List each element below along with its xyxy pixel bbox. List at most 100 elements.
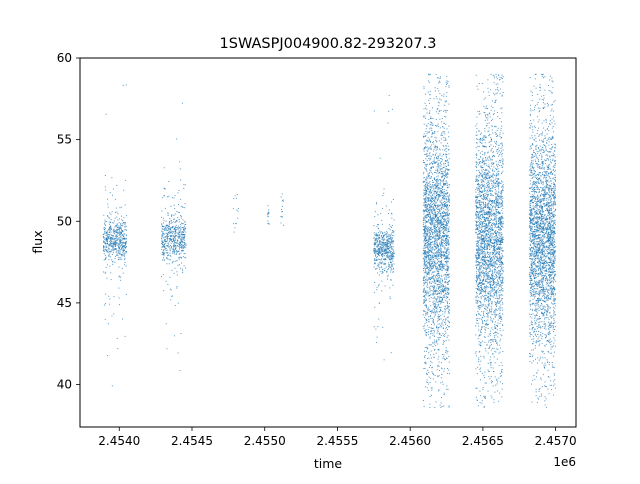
- data-point: [442, 189, 444, 190]
- data-point: [436, 198, 438, 200]
- data-point: [436, 147, 438, 149]
- data-point: [432, 246, 434, 248]
- data-point: [431, 273, 433, 275]
- data-point: [171, 227, 173, 229]
- data-point: [435, 265, 437, 267]
- data-point: [502, 187, 504, 189]
- data-point: [491, 159, 493, 161]
- data-point: [429, 269, 431, 271]
- data-point: [484, 154, 486, 156]
- data-point: [442, 242, 444, 244]
- data-point: [177, 352, 179, 354]
- data-point: [166, 232, 168, 234]
- data-point: [425, 278, 427, 280]
- data-point: [499, 328, 501, 330]
- data-point: [434, 257, 436, 259]
- data-point: [438, 105, 440, 107]
- data-point: [392, 247, 394, 249]
- data-point: [444, 160, 446, 161]
- data-point: [482, 271, 484, 273]
- data-point: [438, 156, 440, 158]
- data-point: [491, 100, 493, 102]
- data-point: [500, 153, 502, 155]
- data-point: [443, 194, 445, 196]
- data-point: [107, 236, 109, 238]
- data-point: [447, 240, 449, 242]
- data-point: [443, 334, 445, 336]
- data-point: [118, 225, 120, 227]
- data-point: [447, 289, 449, 291]
- data-point: [491, 159, 493, 161]
- data-point: [479, 379, 481, 381]
- data-point: [431, 251, 433, 253]
- data-point: [429, 291, 431, 293]
- data-point: [487, 87, 489, 89]
- data-point: [383, 241, 385, 243]
- data-point: [125, 84, 127, 86]
- data-point: [443, 207, 445, 209]
- data-point: [176, 227, 178, 229]
- data-point: [426, 125, 428, 127]
- data-point: [439, 274, 441, 276]
- data-point: [439, 334, 441, 335]
- data-point: [383, 251, 385, 253]
- data-point: [423, 251, 425, 253]
- data-point: [430, 354, 432, 356]
- data-point: [109, 243, 111, 245]
- data-point: [384, 234, 386, 236]
- data-point: [163, 259, 165, 261]
- data-point: [236, 209, 238, 211]
- data-point: [429, 254, 431, 256]
- data-point: [179, 247, 181, 249]
- data-point: [440, 202, 442, 204]
- data-point: [389, 224, 391, 226]
- data-point: [500, 234, 502, 236]
- data-point: [175, 228, 177, 230]
- data-point: [446, 263, 448, 265]
- data-point: [384, 270, 386, 272]
- data-point: [442, 186, 444, 187]
- data-point: [432, 311, 434, 313]
- data-point: [487, 264, 489, 266]
- data-point: [424, 323, 426, 325]
- data-point: [491, 175, 493, 177]
- data-point: [424, 102, 426, 104]
- data-point: [438, 266, 440, 268]
- data-point: [426, 133, 428, 135]
- data-point: [426, 153, 428, 155]
- data-point: [439, 159, 441, 161]
- data-point: [174, 244, 176, 246]
- data-point: [432, 197, 434, 199]
- data-point: [493, 272, 495, 274]
- data-point: [423, 302, 425, 304]
- data-point: [432, 321, 434, 323]
- data-point: [180, 216, 182, 218]
- data-point: [381, 254, 383, 256]
- data-point: [281, 193, 283, 195]
- data-point: [442, 216, 444, 218]
- data-point: [108, 251, 110, 253]
- data-point: [380, 235, 382, 237]
- data-point: [427, 234, 429, 236]
- data-point: [448, 214, 450, 216]
- data-point: [497, 199, 499, 201]
- data-point: [429, 233, 431, 235]
- data-point: [438, 205, 440, 207]
- data-point: [431, 223, 433, 225]
- data-point: [112, 263, 114, 265]
- data-point: [434, 296, 436, 298]
- data-point: [382, 271, 384, 273]
- data-point: [426, 311, 428, 313]
- data-point: [180, 228, 182, 230]
- data-point: [424, 233, 426, 235]
- data-point: [433, 274, 435, 276]
- data-point: [177, 233, 179, 235]
- data-point: [441, 354, 443, 356]
- data-point: [431, 367, 433, 369]
- data-point: [494, 251, 496, 253]
- data-point: [444, 251, 446, 253]
- data-point: [476, 245, 478, 247]
- data-point: [107, 232, 108, 234]
- data-point: [439, 209, 441, 211]
- data-point: [432, 237, 434, 239]
